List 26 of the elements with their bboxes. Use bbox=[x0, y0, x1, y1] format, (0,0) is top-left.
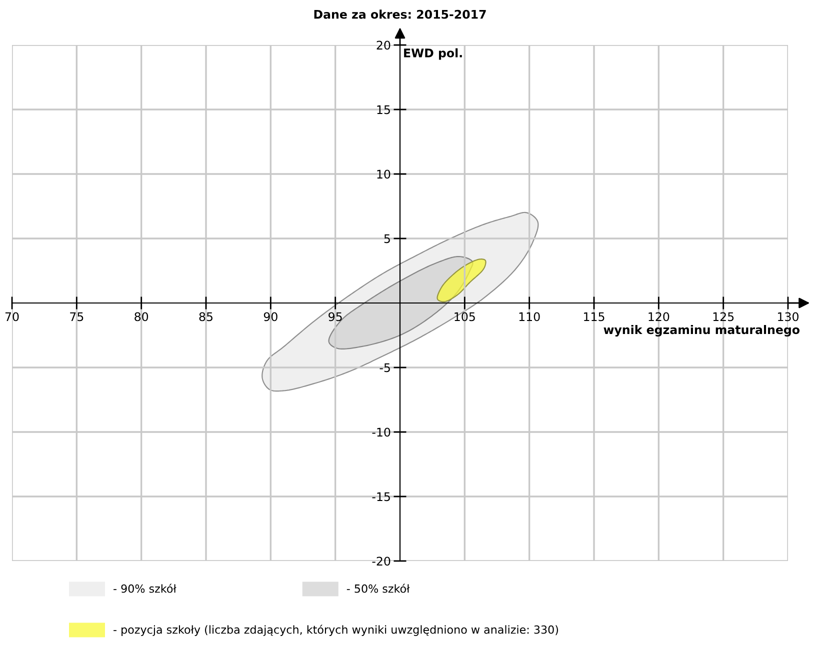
x-tick-label: 95 bbox=[328, 312, 342, 322]
legend-label: - 50% szkół bbox=[346, 584, 410, 593]
x-tick-label: 70 bbox=[5, 312, 19, 322]
x-tick-label: 115 bbox=[584, 312, 604, 322]
x-axis-title: wynik egzaminu maturalnego bbox=[604, 325, 800, 337]
y-axis-title: EWD pol. bbox=[404, 48, 462, 60]
y-tick-label: 20 bbox=[376, 40, 390, 50]
chart-title: Dane za okres: 2015-2017 bbox=[314, 10, 486, 19]
x-tick-label: 80 bbox=[134, 312, 148, 322]
y-tick-label: -20 bbox=[372, 556, 390, 566]
x-tick-label: 85 bbox=[199, 312, 212, 322]
x-tick-label: 90 bbox=[264, 312, 278, 322]
x-tick-label: 125 bbox=[713, 312, 734, 322]
x-tick-label: 110 bbox=[519, 312, 540, 322]
y-tick-label: 5 bbox=[384, 234, 390, 244]
legend-label: - pozycja szkoły (liczba zdających, których wyniki uwzględniono w analizie: 330) bbox=[114, 624, 558, 636]
y-tick-label: 10 bbox=[377, 170, 390, 179]
x-tick-label: 105 bbox=[454, 312, 475, 322]
y-tick-label: -10 bbox=[372, 428, 390, 437]
y-tick-label: -5 bbox=[380, 363, 390, 372]
x-tick-label: 75 bbox=[70, 312, 84, 322]
x-tick-label: 130 bbox=[778, 312, 798, 322]
legend-label: - 90% szkół bbox=[114, 584, 176, 593]
x-tick-label: 120 bbox=[648, 312, 670, 322]
y-tick-label: -15 bbox=[372, 492, 390, 502]
y-tick-label: 15 bbox=[377, 105, 390, 114]
